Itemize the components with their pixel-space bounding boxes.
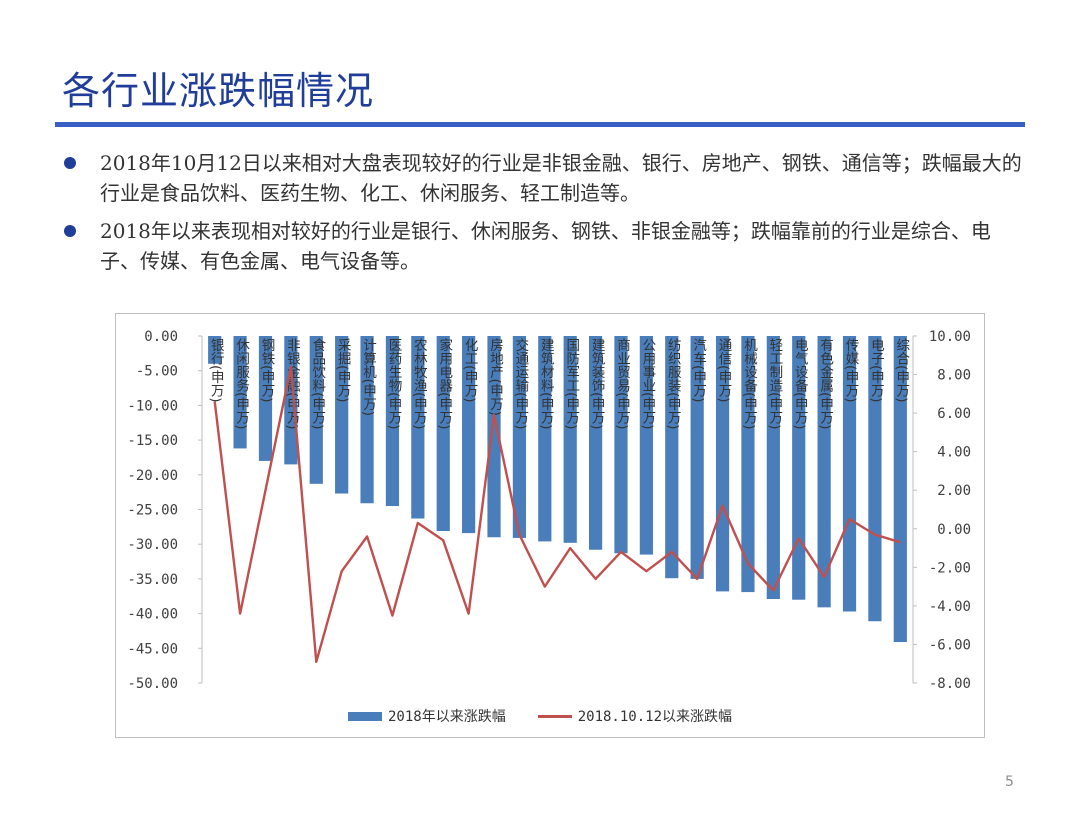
- bullet-dot-icon: [64, 157, 76, 169]
- category-label: 食品饮料(申万): [309, 337, 326, 430]
- right-tick-label: 10.00: [929, 329, 971, 345]
- category-label: 休闲服务(申万): [233, 338, 250, 430]
- right-tick-label: 2.00: [937, 483, 971, 499]
- bar-14: [538, 336, 552, 542]
- category-label: 家用电器(申万): [436, 337, 453, 430]
- category-label: 汽车(申万): [690, 338, 707, 403]
- combo-chart: 0.00 -5.00 -10.00 -15.00 -20.00 -25.00 -30.00 -…: [127, 329, 971, 692]
- category-label: 综合(申万): [893, 338, 910, 403]
- category-label: 通信(申万): [716, 338, 733, 403]
- category-label: 银行(申万): [208, 338, 225, 403]
- right-tick-label: -8.00: [929, 676, 971, 692]
- left-tick-label: 0.00: [144, 329, 178, 345]
- left-tick-label: -30.00: [127, 537, 178, 553]
- right-tick-label: 0.00: [937, 522, 971, 538]
- category-label: 化工(申万): [462, 338, 479, 403]
- legend-bar-swatch: [348, 711, 382, 721]
- bar-15: [563, 336, 577, 543]
- right-tick-label: -2.00: [929, 560, 971, 576]
- left-tick-label: -25.00: [127, 503, 178, 519]
- bullet-item: 2018年以来表现相对较好的行业是银行、休闲服务、钢铁、非银金融等；跌幅靠前的行…: [62, 216, 1022, 276]
- legend-label: 2018.10.12以来涨跌幅: [577, 709, 733, 725]
- bar-3: [258, 336, 273, 461]
- legend-line-swatch: [537, 714, 572, 718]
- category-label: 商业贸易(申万): [614, 338, 631, 430]
- right-tick-label: -4.00: [929, 599, 971, 615]
- bar-24: [792, 336, 806, 600]
- category-label: 电子(申万): [868, 338, 885, 403]
- legend-item-line: 2018.10.12以来涨跌幅: [520, 706, 732, 726]
- left-tick-label: -45.00: [127, 641, 178, 657]
- chart-container: 0.00 -5.00 -10.00 -15.00 -20.00 -25.00 -30.00 -…: [115, 313, 985, 738]
- category-label: 建筑材料(申万): [538, 338, 555, 430]
- chart-legend: 2018年以来涨跌幅 2018.10.12以来涨跌幅: [348, 706, 732, 726]
- left-tick-label: -35.00: [127, 572, 178, 588]
- bar-19: [665, 336, 679, 579]
- bar-6: [335, 336, 349, 494]
- category-label: 交通运输(申万): [512, 337, 529, 430]
- left-tick-label: -10.00: [127, 398, 178, 414]
- bullet-dot-icon: [64, 225, 76, 237]
- bar-20: [690, 336, 704, 579]
- category-label: 国防军工(申万): [563, 338, 580, 430]
- bar-1: [208, 336, 222, 364]
- bar-22: [741, 336, 755, 593]
- line-series: [213, 365, 901, 663]
- bar-27: [868, 336, 882, 622]
- bar-10: [436, 336, 450, 532]
- category-label: 机械设备(申万): [741, 338, 758, 430]
- bar-8: [385, 336, 400, 507]
- category-label: 公用事业(申万): [639, 338, 656, 430]
- right-tick-label: 4.00: [937, 445, 971, 461]
- bar-17: [614, 336, 628, 554]
- bar-23: [766, 336, 780, 600]
- bar-11: [462, 336, 476, 534]
- bar-12: [487, 336, 501, 538]
- left-tick-label: -15.00: [127, 433, 178, 449]
- bullet-text: 2018年以来表现相对较好的行业是银行、休闲服务、钢铁、非银金融等；跌幅靠前的行…: [100, 219, 991, 273]
- bar-4: [284, 336, 298, 465]
- category-label: 计算机(申万): [360, 338, 377, 416]
- category-label: 纺织服装(申万): [665, 338, 682, 430]
- bar-5: [309, 336, 323, 484]
- category-label: 传媒(申万): [843, 338, 860, 403]
- left-tick-label: -50.00: [127, 676, 178, 692]
- right-tick-label: -6.00: [929, 637, 971, 653]
- category-label: 采掘(申万): [335, 338, 352, 403]
- category-label: 轻工制造(申万): [766, 338, 783, 430]
- bar-25: [817, 336, 831, 608]
- category-label: 房地产(申万): [487, 338, 504, 416]
- slide-title: 各行业涨跌幅情况: [62, 69, 375, 113]
- left-tick-label: -20.00: [127, 468, 178, 484]
- title-rule: [55, 122, 1025, 127]
- bar-26: [842, 336, 857, 612]
- category-label: 建筑装饰(申万): [589, 338, 606, 430]
- legend-label: 2018年以来涨跌幅: [388, 709, 506, 725]
- bar-13: [512, 336, 527, 538]
- bar-9: [411, 336, 425, 519]
- right-tick-label: 8.00: [937, 368, 971, 384]
- page-number: 5: [1005, 774, 1014, 790]
- legend-item-bar: 2018年以来涨跌幅: [348, 706, 506, 726]
- category-label: 农林牧渔(申万): [411, 338, 428, 430]
- bar-28: [893, 336, 907, 643]
- left-tick-label: -40.00: [127, 607, 178, 623]
- category-label: 电气设备(申万): [792, 338, 809, 430]
- category-label: 医药生物(申万): [385, 338, 402, 430]
- bar-7: [360, 336, 374, 504]
- bullet-text: 2018年10月12日以来相对大盘表现较好的行业是非银金融、银行、房地产、钢铁、…: [100, 151, 1022, 205]
- bar-16: [588, 336, 603, 550]
- bar-18: [639, 336, 653, 555]
- bullet-item: 2018年10月12日以来相对大盘表现较好的行业是非银金融、银行、房地产、钢铁、…: [62, 148, 1022, 208]
- category-label: 有色金属(申万): [817, 338, 834, 430]
- right-tick-label: 6.00: [937, 406, 971, 422]
- bullet-list: 2018年10月12日以来相对大盘表现较好的行业是非银金融、银行、房地产、钢铁、…: [62, 148, 1022, 284]
- bar-2: [233, 336, 247, 449]
- bar-21: [715, 336, 730, 592]
- left-tick-label: -5.00: [136, 364, 178, 380]
- category-label: 钢铁(申万): [258, 338, 275, 403]
